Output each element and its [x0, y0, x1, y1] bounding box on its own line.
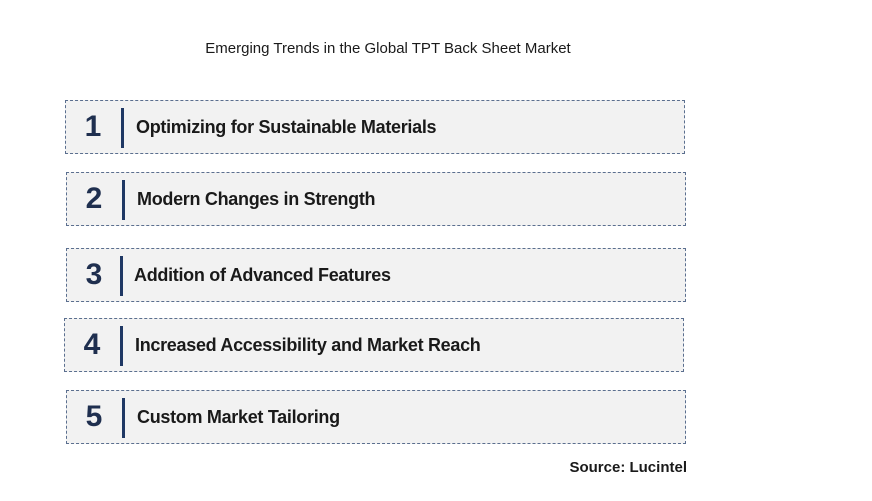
trend-divider [122, 398, 125, 438]
trend-item-3: 3 Addition of Advanced Features [66, 248, 686, 302]
diagram-title: Emerging Trends in the Global TPT Back S… [205, 40, 571, 57]
trend-divider [122, 180, 125, 220]
trend-number: 3 [85, 258, 103, 291]
trend-label: Custom Market Tailoring [137, 407, 340, 427]
trend-item-1: 1 Optimizing for Sustainable Materials [65, 100, 685, 154]
trend-label: Increased Accessibility and Market Reach [135, 335, 481, 355]
trend-item-2: 2 Modern Changes in Strength [66, 172, 686, 226]
trend-number: 4 [83, 328, 101, 361]
trend-number: 2 [85, 182, 103, 215]
trend-divider [120, 256, 123, 296]
trend-label: Addition of Advanced Features [134, 265, 391, 285]
source-note: Source: Lucintel [569, 459, 687, 476]
trend-divider [120, 326, 123, 366]
trend-item-5: 5 Custom Market Tailoring [66, 390, 686, 444]
trend-label: Modern Changes in Strength [137, 189, 376, 209]
trend-item-4: 4 Increased Accessibility and Market Rea… [64, 318, 684, 372]
trend-divider [121, 108, 124, 148]
trend-number: 1 [84, 110, 102, 143]
trend-number: 5 [85, 400, 103, 433]
trend-label: Optimizing for Sustainable Materials [136, 117, 437, 137]
